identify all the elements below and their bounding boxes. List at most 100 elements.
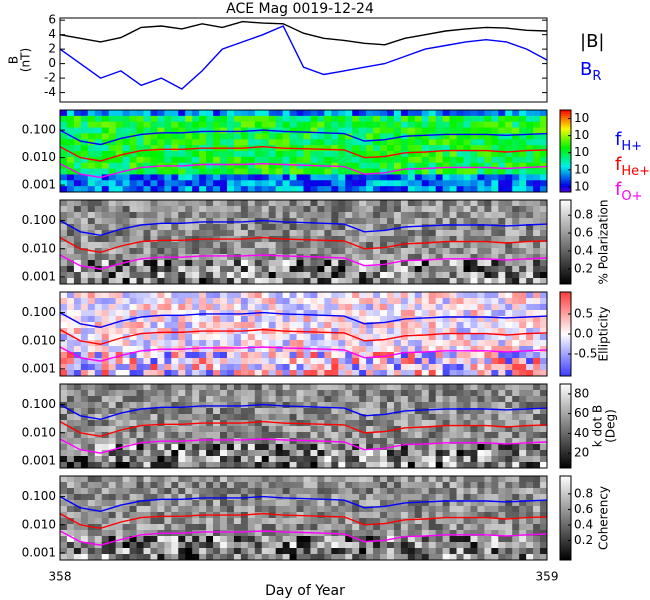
spectrogram-cell	[359, 230, 367, 237]
spectrogram-cell	[331, 444, 339, 451]
spectrogram-cell	[400, 115, 409, 123]
spectrogram-cell	[94, 242, 103, 249]
spectrogram-cell	[220, 278, 228, 285]
spectrogram-cell	[449, 224, 458, 231]
spectrogram-cell	[192, 260, 200, 267]
spectrogram-cell	[171, 110, 179, 117]
spectrogram-cell	[73, 444, 82, 451]
spectrogram-cell	[289, 462, 298, 469]
spectrogram-cell	[498, 340, 506, 347]
spectrogram-cell	[192, 127, 200, 134]
spectrogram-cell	[220, 316, 228, 323]
spectrogram-cell	[526, 272, 534, 279]
spectrogram-cell	[296, 260, 304, 267]
spectrogram-cell	[338, 364, 346, 371]
spectrogram-cell	[512, 500, 520, 507]
spectrogram-cell	[129, 115, 138, 123]
spectrogram-cell	[247, 115, 256, 123]
spectrogram-cell	[73, 151, 82, 158]
spectrogram-cell	[157, 110, 165, 117]
spectrogram-cell	[338, 186, 346, 193]
spectrogram-cell	[407, 396, 416, 403]
spectrogram-cell	[94, 121, 103, 129]
spectrogram-cell	[73, 180, 82, 187]
spectrogram-cell	[73, 334, 82, 341]
spectrogram-cell	[80, 370, 89, 377]
spectrogram-cell	[359, 186, 367, 193]
spectrogram-cell	[282, 518, 291, 525]
spectrogram-cell	[519, 266, 527, 273]
spectrogram-cell	[240, 180, 249, 187]
spectrogram-cell	[254, 390, 263, 397]
spectrogram-cell	[380, 426, 388, 433]
spectrogram-cell	[261, 328, 270, 335]
y-tick-label: 0.010	[22, 333, 56, 347]
spectrogram-cell	[171, 186, 179, 193]
spectrogram-cell	[345, 518, 353, 525]
spectrogram-cell	[108, 212, 117, 219]
spectrogram-cell	[512, 530, 520, 537]
spectrogram-cell	[324, 139, 332, 146]
spectrogram-cell	[296, 200, 304, 207]
spectrogram-cell	[352, 110, 360, 117]
spectrogram-cell	[247, 304, 256, 311]
spectrogram-cell	[164, 500, 172, 507]
spectrogram-cell	[94, 512, 103, 519]
spectrogram-cell	[533, 518, 541, 525]
spectrogram-cell	[185, 414, 193, 421]
colorbar-tick-label: 20	[574, 446, 589, 460]
spectrogram-cell	[261, 115, 270, 123]
spectrogram-cell	[282, 212, 291, 219]
spectrogram-cell	[101, 236, 110, 243]
spectrogram-cell	[414, 384, 423, 391]
spectrogram-cell	[150, 121, 158, 129]
spectrogram-cell	[380, 156, 388, 164]
colorbar-step	[560, 214, 571, 218]
spectrogram-cell	[526, 364, 534, 371]
spectrogram-cell	[519, 512, 527, 519]
spectrogram-cell	[428, 530, 437, 537]
spectrogram-cell	[122, 450, 131, 457]
spectrogram-cell	[108, 139, 117, 146]
spectrogram-cell	[192, 408, 200, 415]
spectrogram-cell	[240, 396, 249, 403]
spectrogram-cell	[421, 432, 430, 439]
spectrogram-cell	[164, 364, 172, 371]
spectrogram-cell	[261, 536, 270, 543]
spectrogram-cell	[456, 476, 465, 483]
spectrogram-cell	[435, 151, 444, 158]
spectrogram-cell	[366, 384, 374, 391]
spectrogram-cell	[185, 444, 193, 451]
spectrogram-cell	[220, 438, 228, 445]
spectrogram-cell	[150, 494, 158, 501]
spectrogram-cell	[73, 524, 82, 531]
spectrogram-cell	[150, 390, 158, 397]
spectrogram-cell	[463, 110, 471, 117]
spectrogram-cell	[386, 512, 395, 519]
spectrogram-cell	[505, 518, 513, 525]
spectrogram-cell	[282, 396, 291, 403]
spectrogram-cell	[449, 272, 458, 279]
spectrogram-cell	[331, 328, 339, 335]
spectrogram-cell	[540, 364, 548, 371]
spectrogram-cell	[317, 450, 325, 457]
colorbar-step	[560, 248, 571, 251]
spectrogram-cell	[400, 524, 409, 531]
spectrogram-cell	[296, 346, 304, 353]
spectrogram-cell	[310, 206, 318, 213]
spectrogram-cell	[220, 456, 228, 463]
spectrogram-cell	[303, 334, 311, 341]
spectrogram-cell	[407, 121, 416, 129]
spectrogram-cell	[449, 414, 458, 421]
spectrogram-cell	[484, 260, 492, 267]
spectrogram-cell	[164, 133, 172, 140]
spectrogram-cell	[380, 145, 388, 152]
spectrogram-cell	[87, 162, 96, 170]
spectrogram-cell	[331, 482, 339, 489]
spectrogram-cell	[171, 370, 179, 377]
spectrogram-cell	[345, 151, 353, 158]
spectrogram-cell	[213, 340, 221, 347]
spectrogram-cell	[352, 476, 360, 483]
spectrogram-cell	[178, 536, 186, 543]
spectrogram-cell	[491, 260, 499, 267]
